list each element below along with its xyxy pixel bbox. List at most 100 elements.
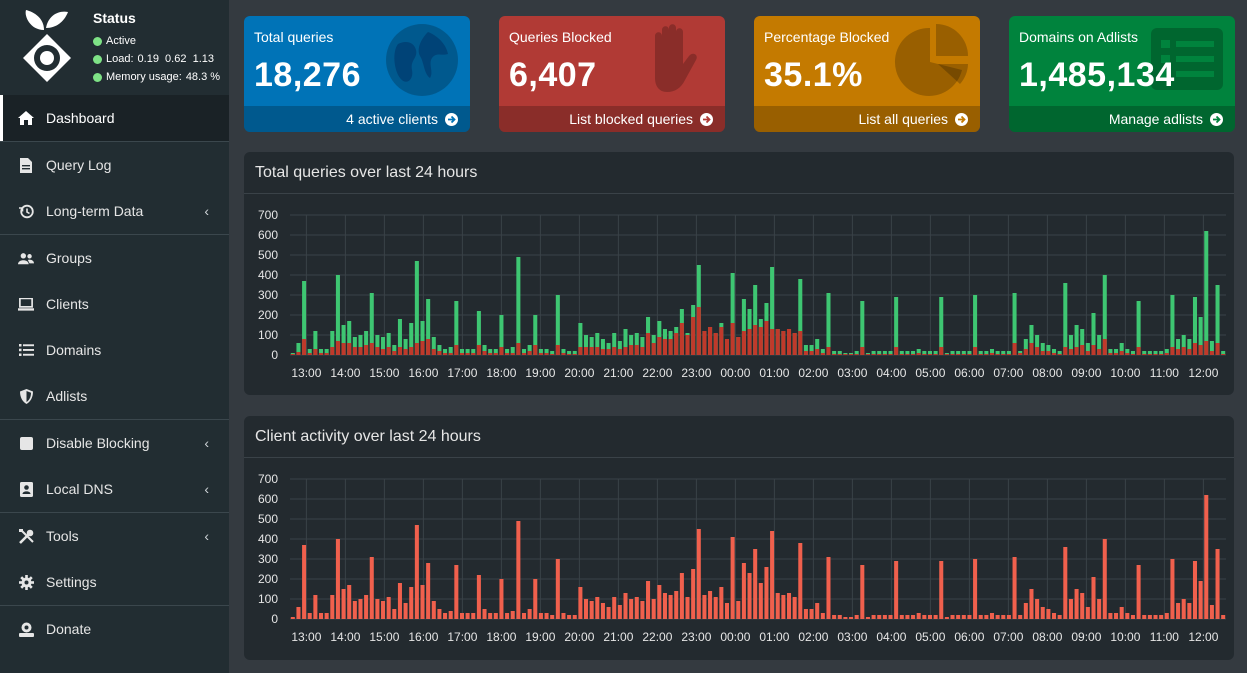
chart-bar: [403, 339, 408, 355]
chart-bar: [1035, 599, 1040, 619]
sidebar-item-tools[interactable]: Tools ‹: [0, 513, 229, 559]
chart-bar: [916, 349, 921, 355]
x-tick-label: 00:00: [720, 366, 750, 380]
chart-bar: [860, 301, 865, 355]
status-memory: Memory usage: 48.3 %: [93, 71, 220, 83]
laptop-icon: [18, 296, 34, 312]
card-queries-blocked: Queries Blocked 6,407 List blocked queri…: [499, 16, 725, 132]
chart-bar: [341, 589, 346, 619]
chart-bar: [1085, 351, 1090, 355]
chart-bar: [403, 603, 408, 619]
chart-bar: [922, 351, 927, 355]
x-tick-label: 17:00: [447, 630, 477, 644]
card-footer-link[interactable]: Manage adlists: [1009, 106, 1235, 132]
chart-bar: [1192, 343, 1198, 355]
list-icon: [18, 342, 34, 358]
chart-bar: [454, 345, 459, 355]
chart-bar: [634, 333, 639, 355]
x-tick-label: 14:00: [330, 366, 360, 380]
sidebar-item-label: Adlists: [46, 388, 88, 404]
chart-bar: [1215, 549, 1220, 619]
chart-bar: [961, 351, 966, 355]
chart-bar: [1102, 275, 1107, 355]
sidebar-item-long-term-data[interactable]: Long-term Data ‹: [0, 188, 229, 234]
chart-bar: [448, 353, 453, 355]
chart-bar: [927, 351, 932, 355]
chart-bar: [1181, 347, 1186, 355]
sidebar-item-donate[interactable]: Donate: [0, 606, 229, 652]
chart-bar: [409, 347, 414, 355]
chart-bar: [651, 343, 656, 355]
chevron-left-icon: ‹: [204, 435, 209, 451]
chart-bar: [950, 354, 955, 355]
chart-bar: [471, 613, 476, 619]
chart-bar: [510, 611, 515, 619]
gear-icon: [18, 574, 34, 590]
chart-bar: [629, 345, 634, 355]
divider: [0, 141, 229, 142]
y-tick-label: 500: [258, 512, 278, 526]
sidebar-item-adlists[interactable]: Adlists: [0, 373, 229, 419]
chart-bar: [860, 347, 865, 355]
x-tick-label: 22:00: [642, 630, 672, 644]
chart-bar: [916, 353, 921, 355]
chart-bar: [1192, 561, 1198, 619]
tools-icon: [18, 528, 34, 544]
chart-bar: [330, 595, 335, 619]
chart-bar: [634, 345, 639, 355]
card-footer-text: Manage adlists: [1108, 111, 1203, 127]
chart-bar: [1170, 295, 1175, 355]
chart-bar: [403, 349, 408, 355]
chart-bar: [640, 337, 645, 355]
chart-bar: [877, 354, 882, 355]
sidebar-item-query-log[interactable]: Query Log: [0, 142, 229, 188]
chart-bar: [803, 351, 808, 355]
chart-bar: [803, 609, 808, 619]
chart-bar: [1006, 615, 1011, 619]
sidebar-item-disable-blocking[interactable]: Disable Blocking ‹: [0, 420, 229, 466]
sidebar-item-dashboard[interactable]: Dashboard: [0, 95, 229, 141]
x-tick-label: 16:00: [408, 630, 438, 644]
chart-bar: [758, 583, 763, 619]
chart-bar: [1080, 345, 1085, 355]
x-tick-label: 10:00: [1110, 630, 1140, 644]
chart-bar: [1164, 353, 1169, 355]
chart-bar: [1023, 349, 1028, 355]
card-footer-link[interactable]: List blocked queries: [499, 106, 725, 132]
status-load: Load: 0.19 0.62 1.13: [93, 53, 214, 65]
sidebar-item-settings[interactable]: Settings: [0, 559, 229, 605]
chart-bar: [989, 613, 995, 619]
chart-bar: [330, 331, 335, 355]
chart-bar: [1001, 354, 1006, 355]
chart-bar: [1130, 615, 1135, 619]
chart-bar: [849, 354, 854, 355]
chart-bar: [634, 597, 639, 619]
chart-bar: [944, 617, 949, 619]
globe-icon: [386, 24, 458, 96]
chart-bar: [561, 613, 566, 619]
card-footer-link[interactable]: List all queries: [754, 106, 980, 132]
chart-bar: [1125, 353, 1130, 355]
chart-bar: [933, 351, 938, 355]
status-text: Active: [106, 35, 136, 47]
chart-bar: [815, 603, 820, 619]
chevron-left-icon: ‹: [204, 528, 209, 544]
chart-bar: [798, 279, 803, 355]
chart-bar: [550, 354, 555, 355]
card-footer-link[interactable]: 4 active clients: [244, 106, 470, 132]
sidebar-item-clients[interactable]: Clients: [0, 281, 229, 327]
sidebar-item-domains[interactable]: Domains: [0, 327, 229, 373]
chart-bar: [1097, 335, 1102, 355]
chart-bar: [849, 617, 854, 619]
sidebar-item-local-dns[interactable]: Local DNS ‹: [0, 466, 229, 512]
chart-bar: [905, 351, 910, 355]
chart-bar: [786, 593, 792, 619]
x-tick-label: 11:00: [1150, 630, 1179, 644]
chart-bar: [939, 561, 944, 619]
chart-bar: [1164, 349, 1169, 355]
chart-bar: [1147, 351, 1152, 355]
chart-bar: [713, 597, 718, 619]
x-tick-label: 04:00: [876, 366, 906, 380]
sidebar-item-groups[interactable]: Groups: [0, 235, 229, 281]
chart-bar: [386, 347, 391, 355]
